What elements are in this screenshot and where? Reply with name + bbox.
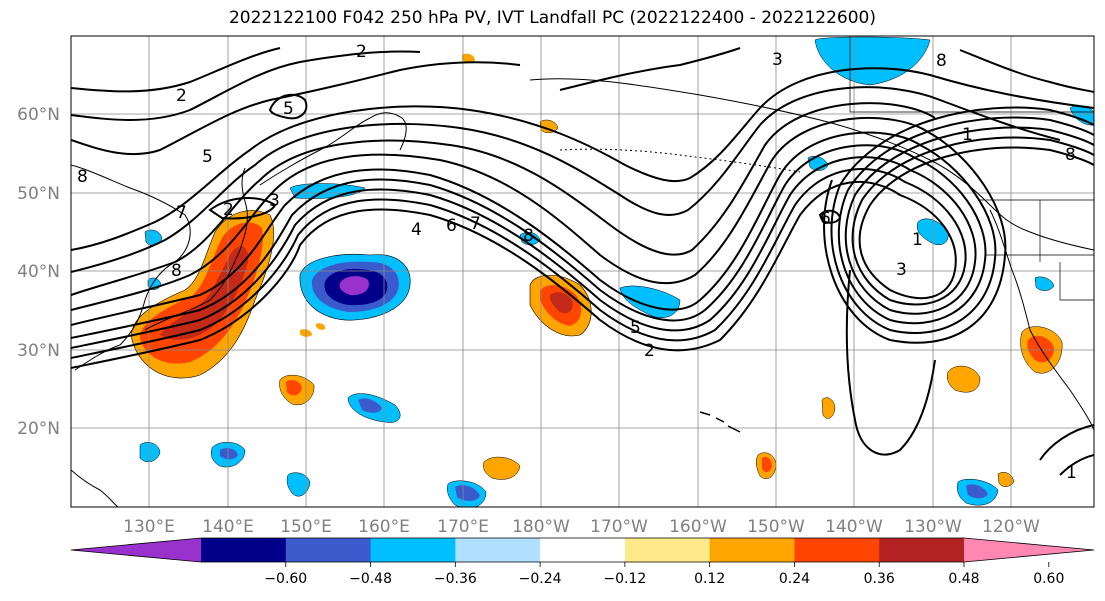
colorbar-tick-label: −0.12 bbox=[603, 571, 646, 587]
pv-contour bbox=[71, 102, 936, 296]
contour-label: 1 bbox=[962, 125, 973, 145]
contour-label: 6 bbox=[820, 209, 831, 229]
pv-contour bbox=[71, 106, 1094, 334]
coastline-aleutians bbox=[559, 148, 801, 173]
lon-label: 170°E bbox=[437, 517, 489, 537]
contour-label: 2 bbox=[223, 200, 234, 220]
contour-label: 2 bbox=[176, 86, 187, 106]
contour-label: 2 bbox=[644, 341, 655, 361]
pv-contour bbox=[71, 61, 521, 156]
lon-label: 160°W bbox=[669, 517, 727, 537]
contour-label: 7 bbox=[470, 214, 481, 234]
pv-contour bbox=[71, 47, 281, 93]
colorbar-cell bbox=[540, 538, 626, 562]
pv-contour bbox=[959, 49, 1094, 93]
coastline-hawaii bbox=[699, 411, 741, 433]
contour-label: 6 bbox=[446, 216, 457, 236]
lon-label: 180°W bbox=[512, 517, 570, 537]
lat-label-40n: 40°N bbox=[17, 262, 60, 282]
lon-label: 130°E bbox=[123, 517, 175, 537]
pv-contour bbox=[845, 269, 936, 456]
colorbar-tick-label: 0.24 bbox=[779, 571, 810, 587]
pv-contours bbox=[71, 47, 1094, 476]
graticule bbox=[71, 36, 1094, 507]
pv-contour bbox=[71, 146, 1094, 369]
lon-label: 140°W bbox=[825, 517, 883, 537]
pv-contour bbox=[1059, 454, 1094, 476]
colorbar-extend-high bbox=[964, 538, 1094, 562]
lat-label-20n: 20°N bbox=[17, 419, 60, 439]
lon-label: 150°E bbox=[280, 517, 332, 537]
contour-label: 8 bbox=[171, 261, 182, 281]
contour-label: 1 bbox=[912, 230, 923, 250]
pv-contour bbox=[71, 86, 1061, 273]
colorbar-tick-label: 0.48 bbox=[948, 571, 979, 587]
colorbar-cell bbox=[370, 538, 456, 562]
colorbar-cell bbox=[201, 538, 287, 562]
colorbar-cell bbox=[794, 538, 880, 562]
colorbar-cell bbox=[624, 538, 711, 562]
lon-label: 120°W bbox=[982, 517, 1040, 537]
colorbar-tick-label: −0.36 bbox=[434, 571, 477, 587]
positive-anomaly-japan-inner bbox=[160, 246, 249, 340]
lon-label: 170°W bbox=[590, 517, 648, 537]
contour-label: 3 bbox=[772, 50, 783, 70]
colorbar-tick-label: 0.12 bbox=[694, 571, 725, 587]
coastline-asia-south bbox=[71, 469, 119, 507]
lon-label: 160°E bbox=[358, 517, 410, 537]
colorbar-outline bbox=[70, 537, 1095, 563]
lat-label-30n: 30°N bbox=[17, 341, 60, 361]
pv-contour bbox=[818, 209, 842, 224]
contour-label: 8 bbox=[936, 51, 947, 71]
colorbar-tick-label: −0.48 bbox=[349, 571, 392, 587]
colorbar-tick-label: 0.60 bbox=[1033, 571, 1064, 587]
lon-label: 150°W bbox=[747, 517, 805, 537]
contour-label: 4 bbox=[411, 220, 422, 240]
contour-label: 3 bbox=[896, 260, 907, 280]
chart-title: 2022122100 F042 250 hPa PV, IVT Landfall… bbox=[228, 8, 876, 28]
political-borders bbox=[849, 36, 1094, 301]
pv-contour bbox=[1039, 424, 1094, 461]
colorbar-ticks: −0.60 −0.48 −0.36 −0.24 −0.12 0.12 0.24 0.36 0.4… bbox=[264, 562, 1064, 587]
pv-contour bbox=[559, 47, 741, 91]
coastline-kamchatka bbox=[259, 112, 407, 186]
colorbar-tick-label: −0.24 bbox=[519, 571, 562, 587]
pv-contour bbox=[268, 93, 308, 120]
pv-contour bbox=[71, 136, 1094, 359]
lon-label: 140°E bbox=[202, 517, 254, 537]
pv-contour bbox=[208, 197, 277, 220]
contour-label: 5 bbox=[283, 99, 294, 119]
pv-contour bbox=[71, 67, 1094, 251]
colorbar-cell bbox=[455, 538, 541, 562]
colorbar bbox=[70, 537, 1095, 563]
contour-label: 8 bbox=[523, 226, 534, 246]
contour-label: 8 bbox=[77, 167, 88, 187]
pv-contour bbox=[71, 50, 421, 121]
contour-label: 8 bbox=[1065, 145, 1076, 165]
lat-label-50n: 50°N bbox=[17, 184, 60, 204]
positive-anomaly-hawaii-east bbox=[947, 365, 981, 393]
contour-label: 5 bbox=[202, 147, 213, 167]
coastline-japan bbox=[144, 167, 248, 331]
colorbar-cell bbox=[709, 538, 795, 562]
contour-label: 1 bbox=[1066, 463, 1077, 483]
contour-label: 2 bbox=[356, 42, 367, 62]
colorbar-cell bbox=[285, 538, 372, 562]
contour-label: 5 bbox=[630, 318, 641, 338]
coastline-alaska bbox=[529, 78, 1094, 251]
colorbar-cell bbox=[879, 538, 965, 562]
lat-label-60n: 60°N bbox=[17, 105, 60, 125]
colorbar-tick-label: 0.36 bbox=[864, 571, 895, 587]
lon-label: 130°W bbox=[904, 517, 962, 537]
colorbar-tick-label: −0.60 bbox=[264, 571, 307, 587]
contour-label: 3 bbox=[269, 191, 280, 211]
colorbar-extend-low bbox=[71, 538, 201, 562]
pv-contour bbox=[71, 116, 1094, 339]
map-frame bbox=[70, 35, 1095, 508]
pv-contour bbox=[71, 126, 1094, 349]
contour-label: 7 bbox=[176, 203, 187, 223]
